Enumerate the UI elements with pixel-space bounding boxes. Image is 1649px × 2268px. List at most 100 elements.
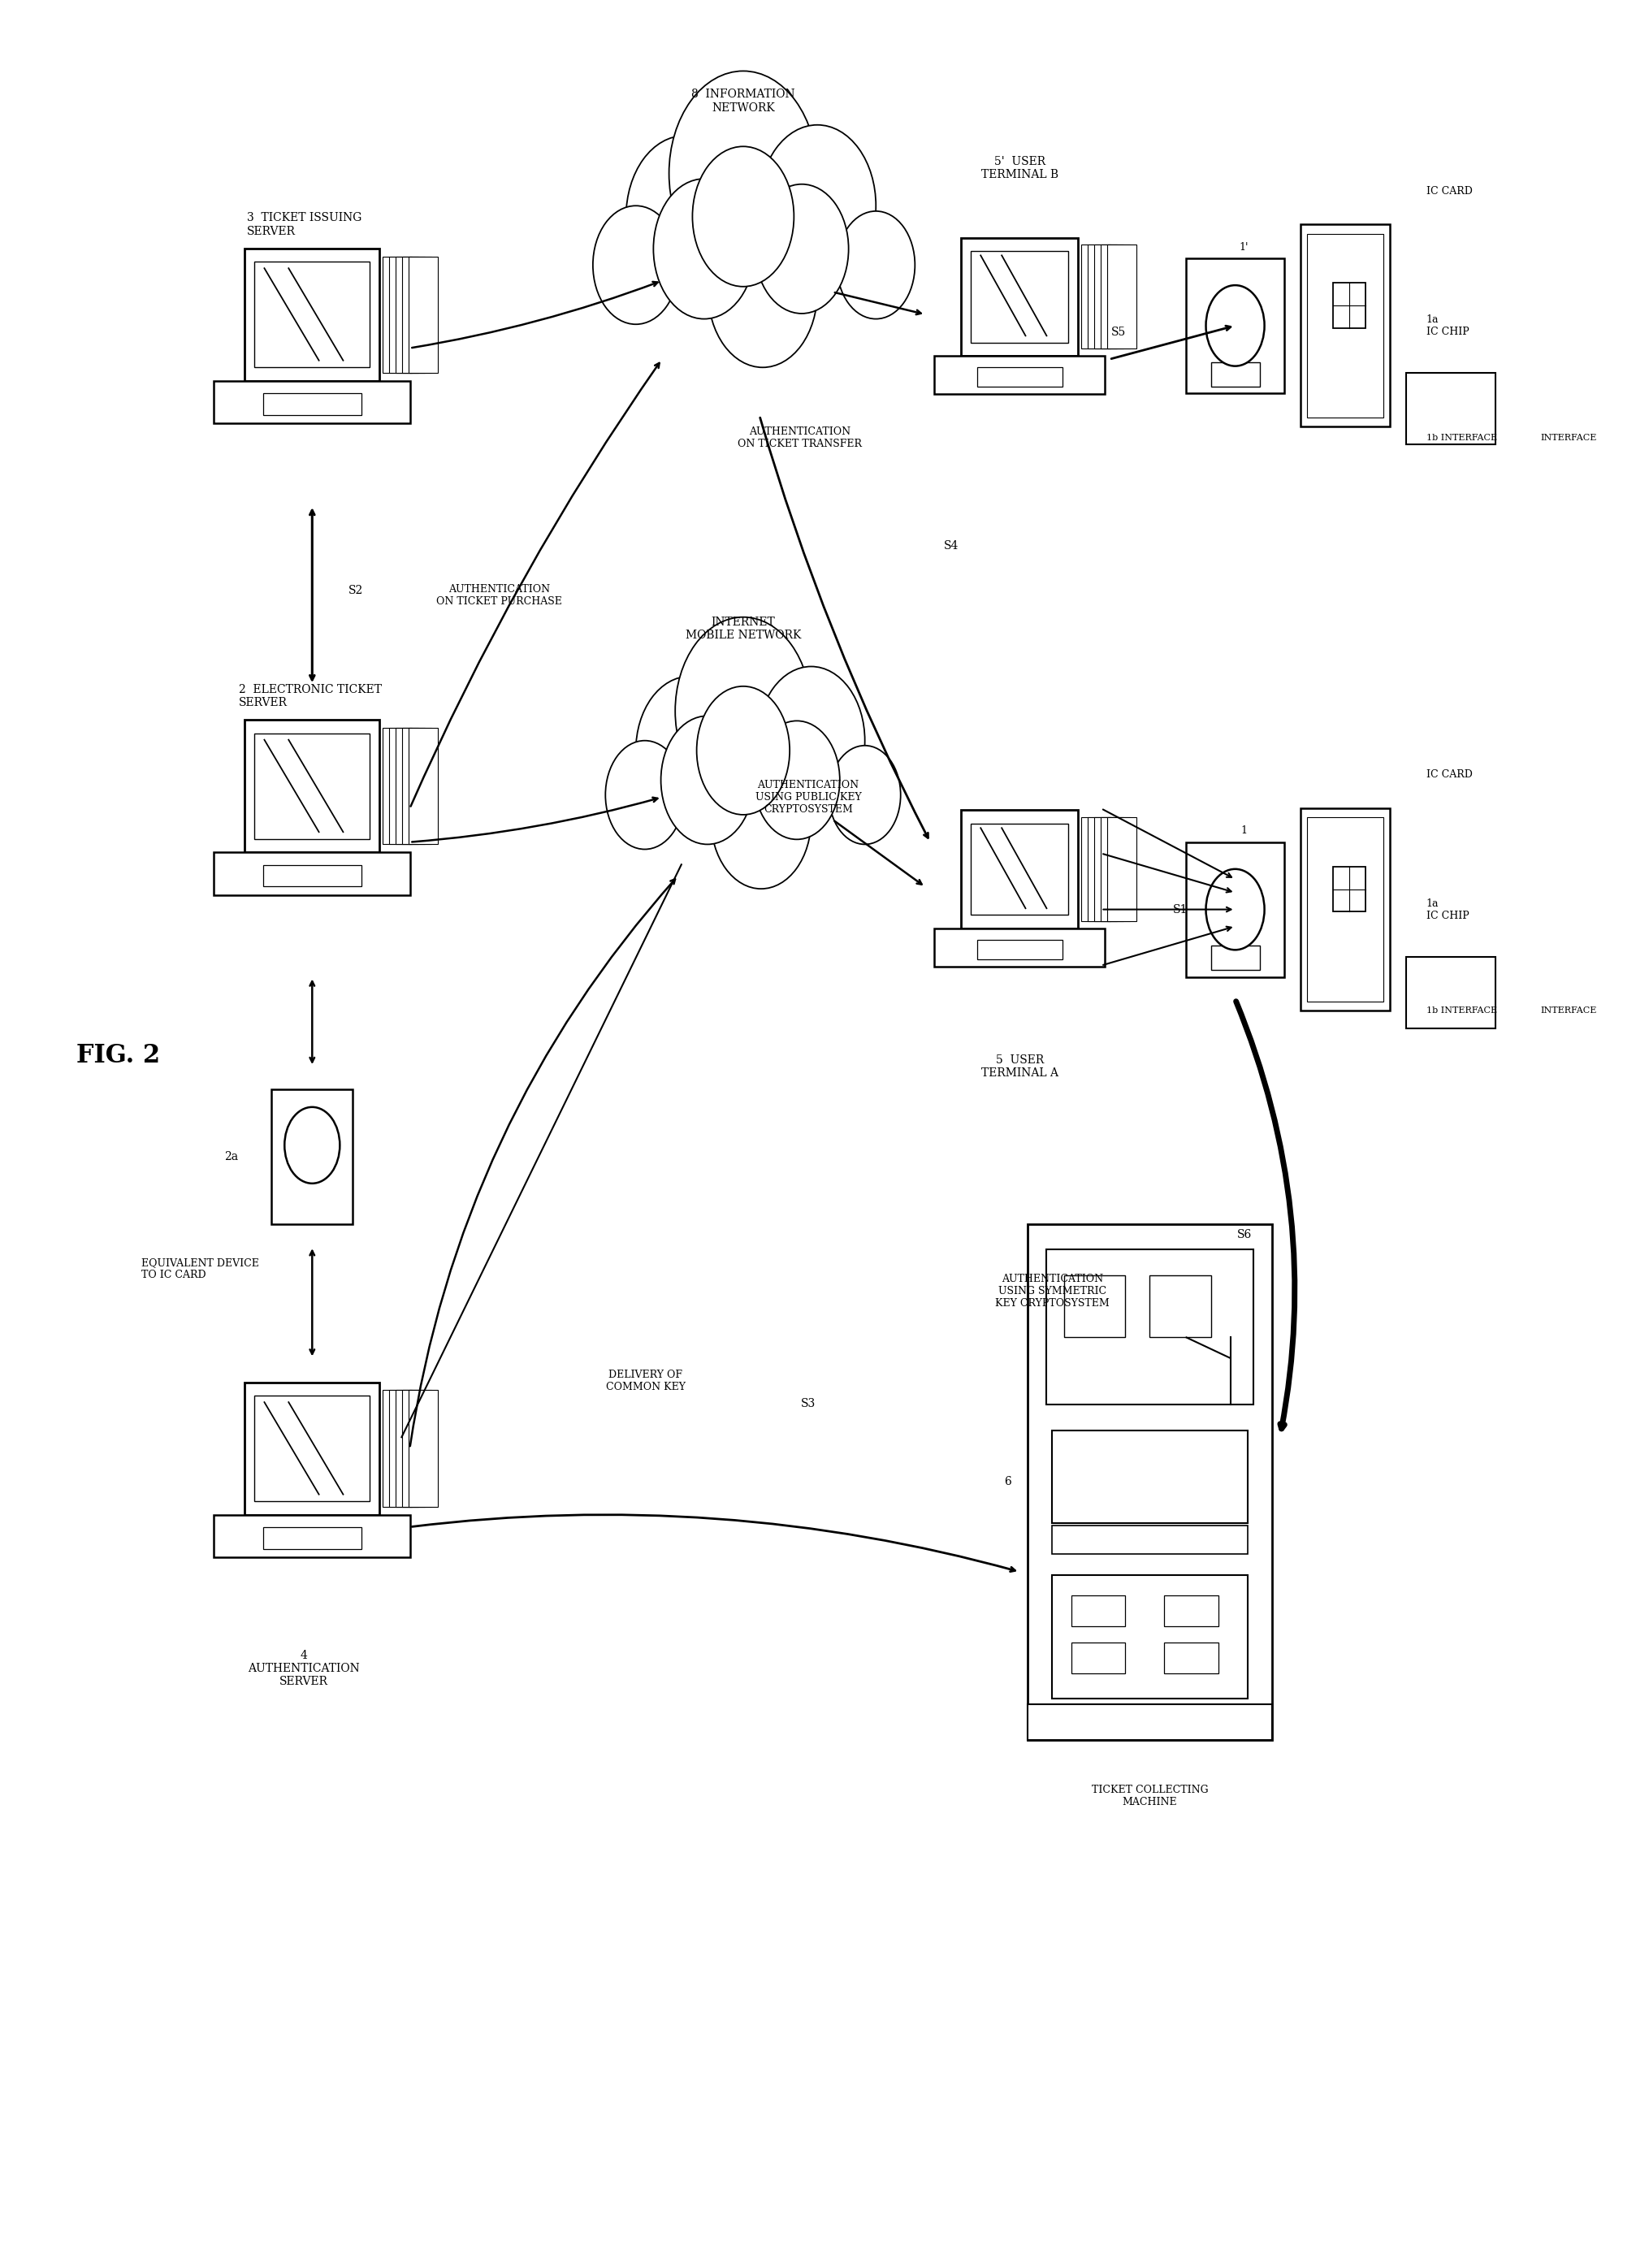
Bar	[1045, 1250, 1253, 1404]
Bar	[254, 733, 369, 839]
Bar	[1149, 1275, 1210, 1338]
Text: AUTHENTICATION
USING PUBLIC KEY
CRYPTOSYSTEM: AUTHENTICATION USING PUBLIC KEY CRYPTOSY…	[755, 780, 861, 814]
Circle shape	[836, 211, 915, 320]
Bar	[264, 392, 361, 415]
Circle shape	[693, 147, 793, 286]
Bar	[244, 719, 379, 853]
Text: IC CARD: IC CARD	[1426, 769, 1473, 780]
Bar	[214, 853, 411, 896]
Text: 1: 1	[1240, 826, 1247, 837]
Text: IC CARD: IC CARD	[1426, 186, 1473, 197]
Bar	[254, 261, 369, 367]
Bar	[264, 864, 361, 887]
Bar	[1088, 816, 1118, 921]
Text: 2  ELECTRONIC TICKET
SERVER: 2 ELECTRONIC TICKET SERVER	[239, 685, 383, 708]
Circle shape	[707, 215, 818, 367]
Bar	[1108, 816, 1136, 921]
Bar	[1052, 1526, 1247, 1554]
Bar	[976, 939, 1062, 959]
Text: DELIVERY OF
COMMON KEY: DELIVERY OF COMMON KEY	[605, 1370, 686, 1393]
Text: FIG. 2: FIG. 2	[76, 1043, 160, 1068]
Bar	[1164, 1642, 1219, 1674]
Text: 5'  USER
TERMINAL B: 5' USER TERMINAL B	[981, 156, 1059, 181]
Bar	[396, 728, 425, 844]
Bar	[1102, 245, 1130, 349]
Circle shape	[285, 1107, 340, 1184]
Text: EQUIVALENT DEVICE
TO IC CARD: EQUIVALENT DEVICE TO IC CARD	[142, 1256, 259, 1279]
Bar	[976, 367, 1062, 386]
Bar	[264, 1526, 361, 1549]
Text: 1': 1'	[1240, 243, 1248, 252]
Bar	[409, 1390, 439, 1506]
Bar	[1306, 816, 1384, 1002]
Text: TICKET COLLECTING
MACHINE: TICKET COLLECTING MACHINE	[1092, 1785, 1209, 1808]
Bar	[1299, 225, 1390, 426]
Circle shape	[755, 184, 849, 313]
Bar	[383, 728, 412, 844]
Bar	[1407, 957, 1496, 1027]
Bar	[1082, 816, 1111, 921]
Bar	[1064, 1275, 1125, 1338]
Bar	[244, 1381, 379, 1515]
Text: 1b INTERFACE: 1b INTERFACE	[1426, 433, 1497, 442]
Circle shape	[754, 721, 839, 839]
Circle shape	[605, 742, 684, 848]
Circle shape	[696, 687, 790, 814]
Bar	[409, 256, 439, 372]
Bar	[1027, 1703, 1271, 1740]
Bar	[1088, 245, 1118, 349]
Circle shape	[711, 751, 811, 889]
Circle shape	[1205, 286, 1265, 365]
Bar	[1027, 1225, 1271, 1740]
Text: S4: S4	[943, 540, 958, 551]
Bar	[254, 1395, 369, 1501]
Text: S5: S5	[1111, 327, 1126, 338]
Bar	[396, 256, 425, 372]
Bar	[1332, 284, 1365, 329]
Bar	[1186, 259, 1285, 392]
Bar	[389, 1390, 419, 1506]
Bar	[1082, 245, 1111, 349]
Circle shape	[669, 70, 818, 277]
Bar	[1332, 866, 1365, 912]
Text: AUTHENTICATION
USING SYMMETRIC
KEY CRYPTOSYSTEM: AUTHENTICATION USING SYMMETRIC KEY CRYPT…	[994, 1275, 1110, 1309]
Bar	[389, 728, 419, 844]
Bar	[272, 1089, 353, 1225]
Bar	[402, 256, 432, 372]
Text: 2a: 2a	[224, 1150, 237, 1161]
Circle shape	[1205, 869, 1265, 950]
Circle shape	[653, 179, 755, 320]
Text: INTERFACE: INTERFACE	[1540, 1007, 1596, 1014]
Bar	[383, 1390, 412, 1506]
Text: 1b INTERFACE: 1b INTERFACE	[1426, 1007, 1497, 1014]
Text: AUTHENTICATION
ON TICKET PURCHASE: AUTHENTICATION ON TICKET PURCHASE	[437, 583, 562, 606]
Bar	[1299, 807, 1390, 1012]
Bar	[1407, 372, 1496, 445]
Circle shape	[594, 206, 679, 324]
Circle shape	[637, 676, 744, 826]
Bar	[1095, 245, 1123, 349]
Bar	[1072, 1597, 1125, 1626]
Text: 3  TICKET ISSUING
SERVER: 3 TICKET ISSUING SERVER	[247, 213, 363, 236]
Bar	[389, 256, 419, 372]
Circle shape	[829, 746, 900, 844]
Circle shape	[674, 617, 811, 805]
Bar	[1052, 1431, 1247, 1524]
Bar	[1306, 234, 1384, 417]
Circle shape	[757, 667, 864, 814]
Bar	[244, 249, 379, 381]
Text: S6: S6	[1237, 1229, 1252, 1241]
Bar	[383, 256, 412, 372]
Text: INTERNET
MOBILE NETWORK: INTERNET MOBILE NETWORK	[686, 617, 801, 642]
Circle shape	[627, 136, 744, 297]
Bar	[961, 238, 1078, 356]
Text: AUTHENTICATION
ON TICKET TRANSFER: AUTHENTICATION ON TICKET TRANSFER	[739, 426, 862, 449]
Bar	[1164, 1597, 1219, 1626]
Text: 1a
IC CHIP: 1a IC CHIP	[1426, 315, 1469, 338]
Bar	[1102, 816, 1130, 921]
Bar	[1210, 946, 1260, 971]
Bar	[396, 1390, 425, 1506]
Text: S2: S2	[348, 585, 363, 596]
Bar	[214, 381, 411, 424]
Text: INTERFACE: INTERFACE	[1540, 433, 1596, 442]
